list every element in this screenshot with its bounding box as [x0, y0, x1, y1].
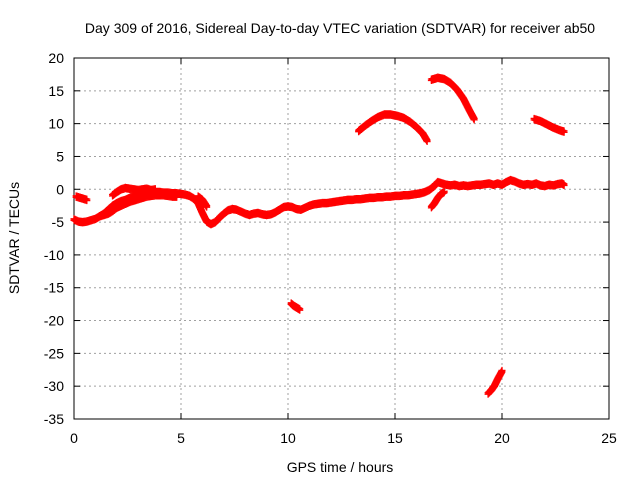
data-points — [70, 73, 568, 398]
series-main-trace — [70, 175, 568, 229]
x-tick-label: 0 — [70, 430, 78, 446]
data-point — [470, 116, 478, 124]
series-early-fragment — [72, 192, 91, 205]
y-tick-label: 5 — [56, 148, 64, 164]
data-point — [423, 138, 431, 146]
data-point — [151, 186, 159, 194]
data-point — [203, 203, 211, 211]
series-lower-band — [96, 191, 181, 221]
series-dip-near-6h — [194, 192, 211, 211]
x-tick-label: 5 — [177, 430, 185, 446]
data-point — [83, 197, 91, 205]
data-point — [560, 128, 568, 136]
y-axis-label: SDTVAR / TECUs — [6, 182, 22, 294]
data-point — [498, 368, 506, 376]
y-tick-label: -20 — [44, 313, 64, 329]
series-upper-band — [109, 183, 159, 200]
axis-ticks: 0 5 10 15 20 25 20 15 10 5 0 -5 -10 -15 -20 -25 -30 -35 — [44, 50, 617, 446]
y-tick-label: -25 — [44, 345, 64, 361]
chart-title: Day 309 of 2016, Sidereal Day-to-day VTE… — [85, 20, 595, 36]
x-tick-label: 10 — [280, 430, 296, 446]
plot-frame — [73, 57, 610, 420]
y-tick-label: -5 — [52, 214, 65, 230]
series-arc-13-16-5h — [355, 110, 431, 146]
series-segment-19-3-20-0h — [484, 366, 506, 398]
y-tick-label: 15 — [48, 83, 64, 99]
y-tick-label: -35 — [44, 411, 64, 427]
y-tick-label: 0 — [56, 181, 64, 197]
data-point — [560, 182, 568, 190]
grid-lines — [74, 58, 609, 419]
data-point — [296, 306, 304, 314]
x-axis-label: GPS time / hours — [287, 459, 394, 475]
y-tick-label: -30 — [44, 378, 64, 394]
y-tick-label: 10 — [48, 116, 64, 132]
y-tick-label: -10 — [44, 247, 64, 263]
x-tick-label: 15 — [387, 430, 403, 446]
y-tick-label: -15 — [44, 280, 64, 296]
x-tick-label: 20 — [494, 430, 510, 446]
series-arc-16-7-18-7h — [427, 73, 478, 124]
x-tick-label: 25 — [601, 430, 617, 446]
series-arc-21-5-22-9h — [530, 114, 568, 136]
data-point — [173, 193, 181, 201]
y-tick-label: 20 — [48, 50, 64, 66]
series-segment-16-7-17-3h — [427, 187, 448, 212]
data-point — [440, 189, 448, 197]
series-segment-10-2-10-6h — [287, 299, 304, 314]
